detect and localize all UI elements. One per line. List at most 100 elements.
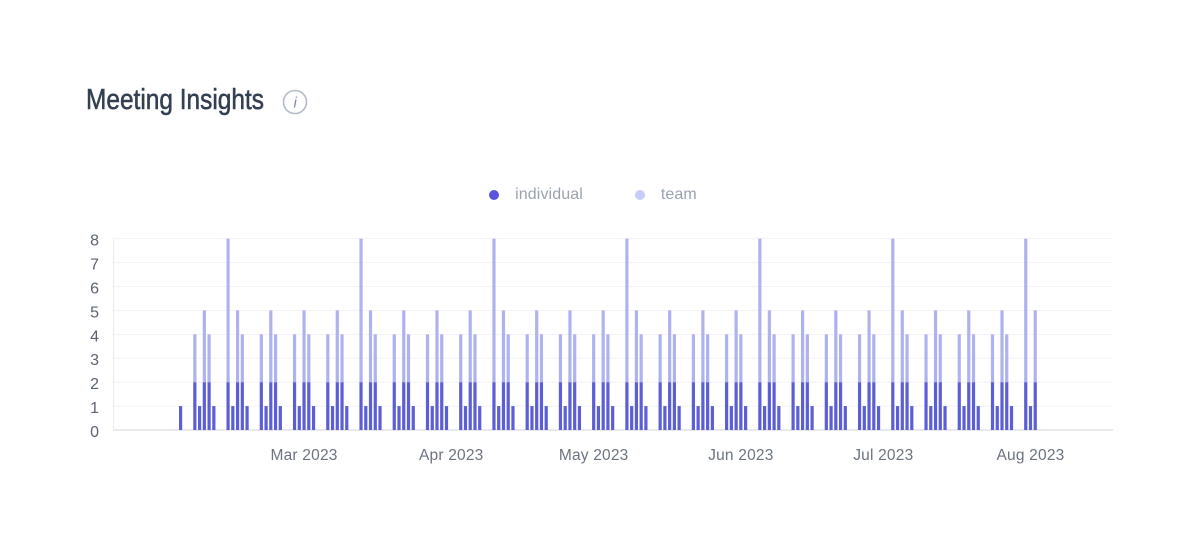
bar-individual-2023-05-12 — [644, 406, 648, 430]
bar-team-2023-02-06 — [193, 334, 197, 383]
bar-individual-2023-07-07 — [910, 406, 914, 430]
bar-individual-2023-07-18 — [962, 406, 966, 430]
legend-item-team[interactable]: team — [634, 186, 697, 203]
x-tick-label-jun-2023: Jun 2023 — [708, 447, 773, 464]
bar-individual-2023-03-01 — [302, 382, 306, 430]
bar-individual-2023-06-14 — [800, 382, 805, 430]
bar-team-2023-05-25 — [706, 334, 710, 383]
bar-individual-2023-02-13 — [226, 382, 230, 430]
x-tick-label-apr-2023: Apr 2023 — [419, 447, 484, 464]
bar-team-2023-04-12 — [501, 310, 506, 383]
bar-individual-2023-03-02 — [307, 382, 311, 430]
bar-individual-2023-06-20 — [829, 406, 833, 430]
bar-individual-2023-04-28 — [577, 406, 582, 430]
bar-individual-2023-03-29 — [435, 382, 439, 430]
bar-individual-2023-06-13 — [796, 406, 800, 430]
bar-team-2023-02-16 — [240, 334, 244, 383]
bar-individual-2023-02-28 — [297, 406, 301, 430]
y-tick-label-8: 8 — [90, 233, 99, 250]
bar-team-2023-04-13 — [506, 334, 510, 383]
bar-team-2023-05-18 — [672, 334, 676, 383]
bar-team-2023-04-03 — [459, 334, 463, 383]
y-tick-label-6: 6 — [90, 280, 99, 297]
bar-individual-2023-02-24 — [278, 406, 282, 430]
bar-team-2023-05-01 — [592, 334, 596, 383]
legend-dot-individual — [489, 189, 500, 200]
bar-team-2023-03-30 — [440, 334, 444, 383]
bar-individual-2023-03-30 — [440, 382, 444, 430]
bar-team-2023-07-05 — [900, 310, 904, 383]
bar-team-2023-04-06 — [473, 334, 477, 383]
chart-legend: individual team — [0, 186, 1200, 203]
bar-individual-2023-04-10 — [492, 382, 496, 430]
bar-individual-2023-03-27 — [425, 382, 430, 430]
bar-team-2023-07-10 — [924, 334, 928, 383]
bar-individual-2023-02-06 — [193, 382, 197, 430]
bar-individual-2023-05-10 — [634, 382, 639, 430]
bar-team-2023-03-02 — [307, 334, 311, 383]
bar-individual-2023-03-14 — [364, 406, 368, 430]
bar-individual-2023-07-21 — [976, 406, 980, 430]
bar-individual-2023-03-31 — [444, 406, 449, 430]
bar-team-2023-06-14 — [800, 310, 805, 383]
bar-individual-2023-07-06 — [905, 382, 909, 430]
bar-team-2023-04-27 — [573, 334, 577, 383]
bar-individual-2023-02-07 — [197, 406, 202, 430]
bar-individual-2023-02-17 — [245, 406, 249, 430]
bar-individual-2023-02-16 — [240, 382, 244, 430]
bar-individual-2023-05-24 — [701, 382, 705, 430]
bar-team-2023-08-02 — [1033, 310, 1037, 383]
x-tick-label-may-2023: May 2023 — [559, 447, 629, 464]
bar-individual-2023-07-14 — [943, 406, 947, 430]
bar-team-2023-06-26 — [857, 334, 862, 383]
bar-individual-2023-03-07 — [330, 406, 335, 430]
bar-individual-2023-07-03 — [891, 382, 895, 430]
bar-team-2023-05-17 — [668, 310, 672, 383]
bar-team-2023-05-29 — [725, 334, 729, 383]
bar-individual-2023-06-28 — [867, 382, 871, 430]
bar-individual-2023-03-17 — [378, 406, 382, 430]
bar-individual-2023-06-15 — [805, 382, 809, 430]
bar-individual-2023-04-24 — [558, 382, 563, 430]
bar-individual-2023-07-04 — [895, 406, 900, 430]
bar-individual-2023-05-04 — [606, 382, 610, 430]
bar-team-2023-03-08 — [335, 310, 339, 383]
bar-individual-2023-04-21 — [544, 406, 548, 430]
bar-individual-2023-02-08 — [202, 382, 206, 430]
bar-individual-2023-02-14 — [231, 406, 235, 430]
bar-individual-2023-06-30 — [876, 406, 881, 430]
bar-team-2023-03-23 — [406, 334, 411, 383]
bar-individual-2023-04-05 — [468, 382, 472, 430]
bar-individual-2023-05-30 — [729, 406, 733, 430]
bar-individual-2023-03-24 — [411, 406, 415, 430]
x-tick-label-jul-2023: Jul 2023 — [853, 447, 913, 464]
bar-team-2023-07-13 — [938, 334, 942, 383]
bar-individual-2023-02-23 — [273, 382, 278, 430]
legend-label-team: team — [660, 186, 697, 203]
bar-individual-2023-05-03 — [601, 382, 605, 430]
bar-team-2023-06-07 — [767, 310, 771, 383]
bar-individual-2023-06-06 — [763, 406, 767, 430]
bar-team-2023-03-29 — [435, 310, 439, 383]
bar-individual-2023-07-12 — [933, 382, 938, 430]
x-tick-label-mar-2023: Mar 2023 — [271, 447, 338, 464]
bar-team-2023-06-08 — [772, 334, 776, 383]
bar-individual-2023-06-01 — [739, 382, 743, 430]
bar-team-2023-04-26 — [568, 310, 572, 383]
legend-item-individual[interactable]: individual — [489, 187, 583, 203]
bar-team-2023-07-27 — [1005, 334, 1009, 383]
bar-team-2023-03-09 — [340, 334, 344, 383]
bar-team-2023-07-03 — [891, 238, 895, 383]
bar-team-2023-06-12 — [791, 334, 795, 383]
bar-individual-2023-02-15 — [235, 382, 240, 430]
bar-individual-2023-06-27 — [862, 406, 866, 430]
info-icon[interactable]: i — [282, 89, 308, 115]
bar-individual-2023-08-01 — [1028, 406, 1033, 430]
bar-individual-2023-03-21 — [397, 406, 401, 430]
bar-individual-2023-02-09 — [207, 382, 211, 430]
bar-individual-2023-02-21 — [264, 406, 268, 430]
bar-individual-2023-06-19 — [824, 382, 828, 430]
bar-individual-2023-07-19 — [967, 382, 971, 430]
bar-team-2023-07-26 — [1000, 310, 1004, 383]
bar-individual-2023-07-27 — [1005, 382, 1009, 430]
